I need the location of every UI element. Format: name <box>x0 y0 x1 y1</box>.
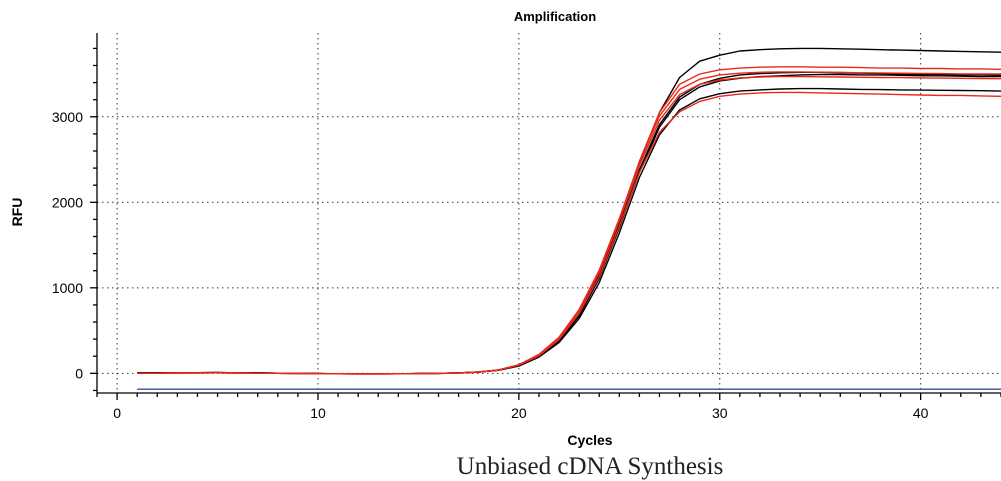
chart-title: Amplification <box>514 9 596 24</box>
x-axis-label: Cycles <box>567 432 612 448</box>
axes <box>90 33 1001 400</box>
y-axis-label: RFU <box>9 198 25 227</box>
y-tick-label-3: 3000 <box>52 109 83 125</box>
series-line-8 <box>137 91 1001 375</box>
series-line-3 <box>137 71 1001 375</box>
figure-caption: Unbiased cDNA Synthesis <box>457 453 724 480</box>
amplification-curves <box>137 47 1001 390</box>
y-tick-label-0: 0 <box>75 365 83 381</box>
x-tick-label-4: 40 <box>913 405 929 421</box>
grid-lines <box>97 33 1001 393</box>
x-tick-label-1: 10 <box>310 405 326 421</box>
x-tick-label-0: 0 <box>113 405 121 421</box>
x-tick-label-3: 30 <box>712 405 728 421</box>
y-tick-label-2: 2000 <box>52 194 83 210</box>
tick-labels: 0 10 20 30 40 0 1000 2000 3000 <box>52 109 929 421</box>
x-tick-label-2: 20 <box>511 405 527 421</box>
series-line-4 <box>137 87 1001 375</box>
y-tick-label-1: 1000 <box>52 280 83 296</box>
